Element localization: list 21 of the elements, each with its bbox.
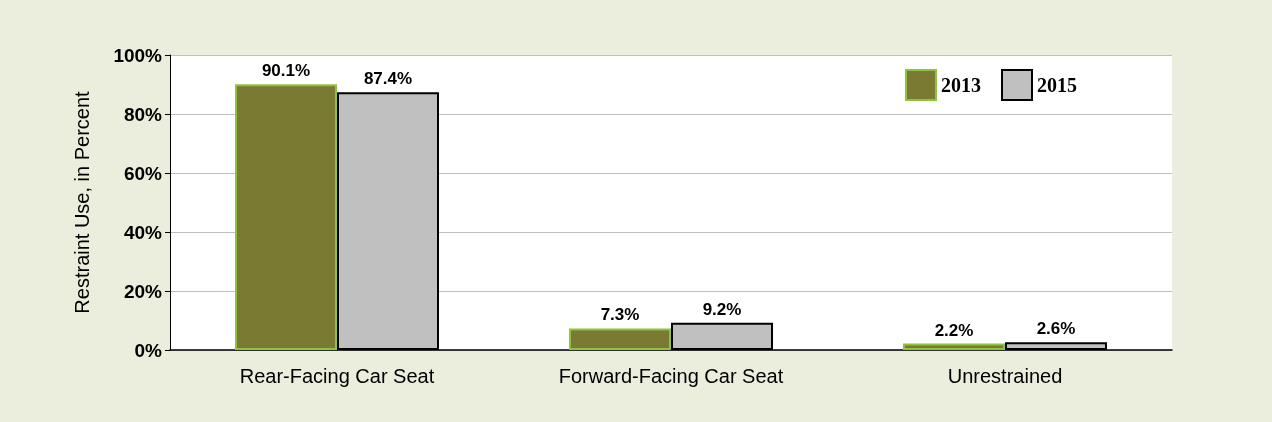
x-tick-label: Forward-Facing Car Seat (558, 365, 784, 387)
data-label: 2.2% (934, 320, 974, 340)
legend-label: 2013 (941, 74, 981, 96)
x-tick-label: Unrestrained (947, 365, 1063, 387)
y-tick-label: 0% (134, 339, 163, 361)
y-tick-label: 40% (123, 221, 163, 243)
y-axis-title: Restraint Use, in Percent (71, 90, 93, 314)
data-label: 2.6% (1036, 319, 1076, 339)
bar (569, 328, 671, 350)
y-tick-label: 80% (123, 103, 163, 125)
legend-label: 2015 (1037, 74, 1077, 96)
data-label: 87.4% (363, 69, 413, 89)
data-label: 90.1% (261, 61, 311, 81)
bar (235, 84, 337, 350)
y-tick-label: 20% (123, 280, 163, 302)
data-label: 9.2% (702, 299, 742, 319)
bar (903, 343, 1005, 350)
x-tick-label: Rear-Facing Car Seat (239, 365, 435, 387)
y-tick-label: 100% (113, 44, 163, 66)
data-label: 7.3% (600, 305, 640, 325)
y-tick-label: 60% (123, 162, 163, 184)
